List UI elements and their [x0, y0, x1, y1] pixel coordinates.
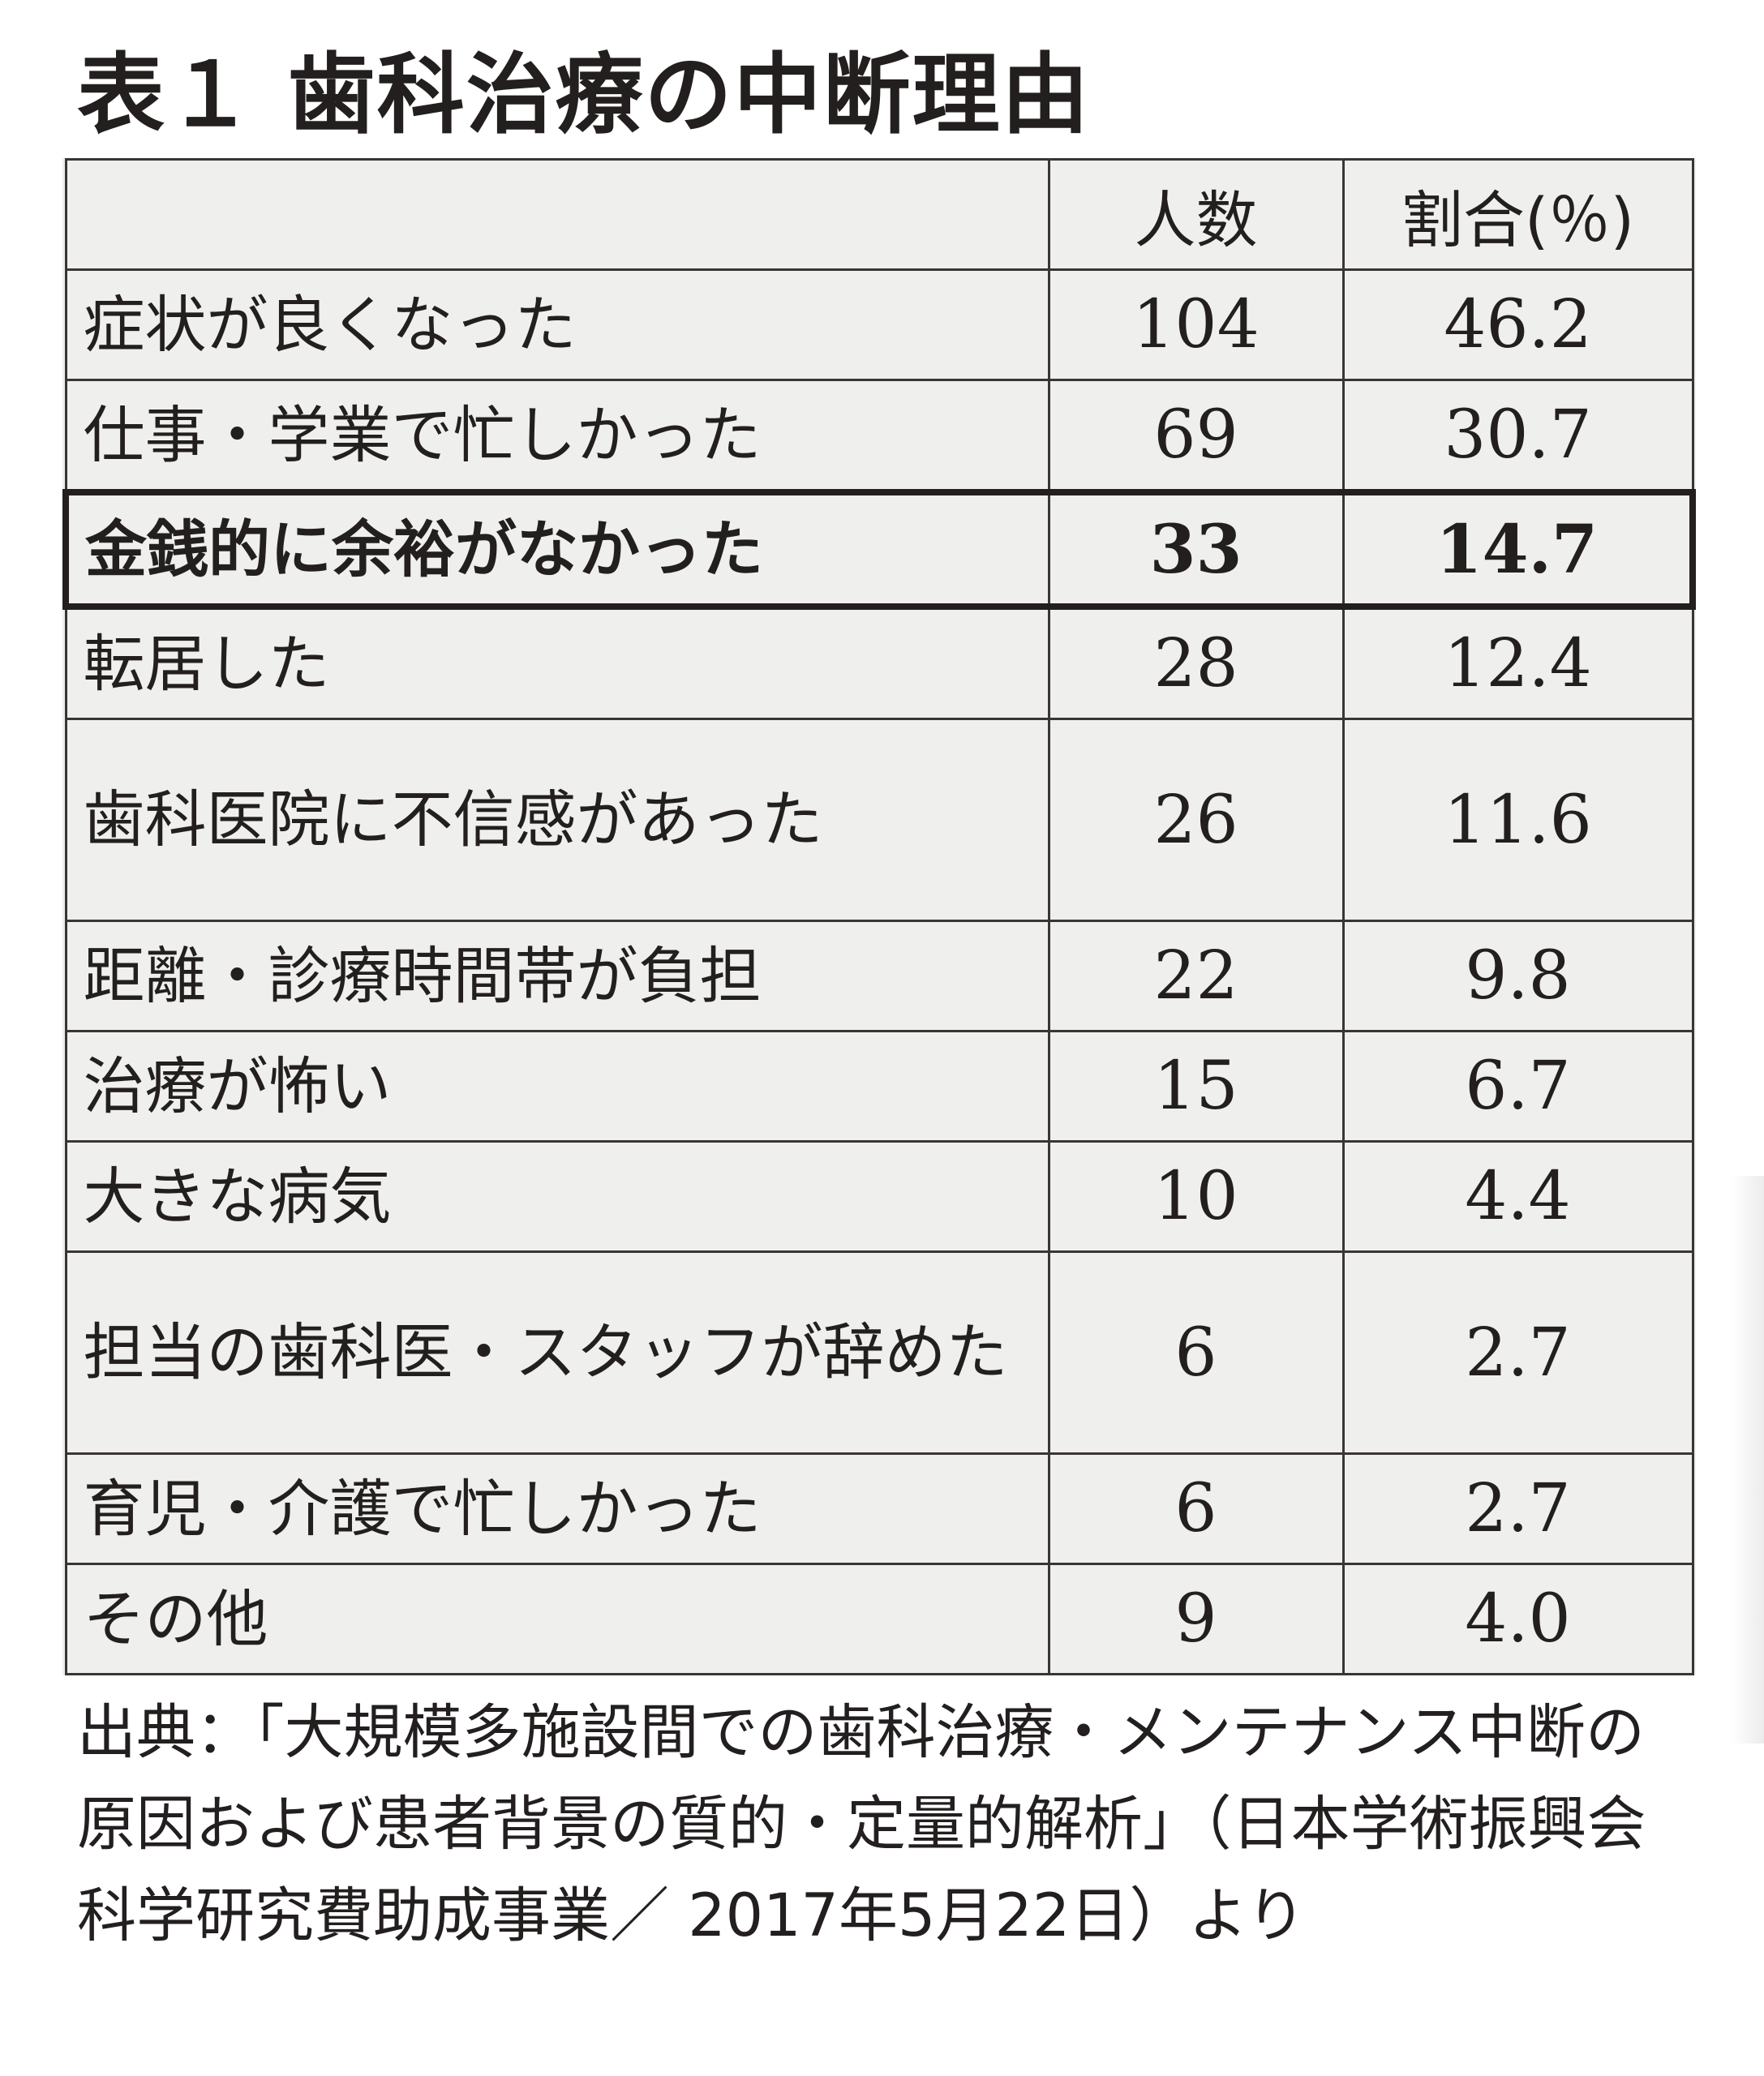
source-note: 出典：「大規模多施設間での歯科治療・メンテナンス中断の原因および患者背景の質的・… — [77, 1698, 1646, 1950]
table-row: 仕事・学業で忙しかった 69 30.7 — [64, 379, 1694, 494]
percent-cell: 4.0 — [1341, 1563, 1694, 1675]
count-cell: 104 — [1047, 268, 1345, 381]
reason-table: 人数 割合(％) 症状が良くなった 104 46.2 仕事・学業で忙しかった 6… — [62, 158, 1696, 1675]
reason-cell: 距離・診療時間帯が負担 — [64, 920, 1050, 1032]
table-row: 育児・介護で忙しかった 6 2.7 — [64, 1452, 1694, 1565]
count-cell: 33 — [1047, 489, 1345, 610]
reason-cell: 症状が良くなった — [64, 268, 1050, 381]
reason-cell: その他 — [64, 1563, 1050, 1675]
count-cell: 26 — [1047, 718, 1345, 922]
count-cell: 6 — [1047, 1250, 1345, 1455]
count-cell: 15 — [1047, 1030, 1345, 1143]
percent-cell: 6.7 — [1341, 1030, 1694, 1143]
percent-cell: 30.7 — [1341, 379, 1694, 494]
reason-cell: 仕事・学業で忙しかった — [64, 379, 1050, 494]
table-row: 距離・診療時間帯が負担 22 9.8 — [64, 920, 1694, 1032]
table-row: 症状が良くなった 104 46.2 — [64, 268, 1694, 381]
table-header-row: 人数 割合(％) — [64, 158, 1694, 271]
count-cell: 28 — [1047, 605, 1345, 720]
page-edge-shadow — [1732, 1176, 1764, 1744]
table-row-highlighted: 金銭的に余裕がなかった 33 14.7 — [62, 489, 1696, 610]
percent-cell: 11.6 — [1341, 718, 1694, 922]
table-row: その他 9 4.0 — [64, 1563, 1694, 1675]
percent-cell: 4.4 — [1341, 1140, 1694, 1253]
reason-cell: 治療が怖い — [64, 1030, 1050, 1143]
percent-cell: 14.7 — [1341, 489, 1696, 610]
table-title: 表１ 歯科治療の中断理由 — [77, 45, 1091, 146]
reason-cell: 大きな病気 — [64, 1140, 1050, 1253]
table-row: 転居した 28 12.4 — [64, 605, 1694, 720]
header-reason — [64, 158, 1050, 271]
table-row: 担当の歯科医・スタッフが辞めた 6 2.7 — [64, 1250, 1694, 1455]
count-cell: 6 — [1047, 1452, 1345, 1565]
header-count: 人数 — [1047, 158, 1345, 271]
reason-cell: 歯科医院に不信感があった — [64, 718, 1050, 922]
percent-cell: 9.8 — [1341, 920, 1694, 1032]
percent-cell: 12.4 — [1341, 605, 1694, 720]
reason-cell: 金銭的に余裕がなかった — [62, 489, 1050, 610]
count-cell: 9 — [1047, 1563, 1345, 1675]
table-row: 治療が怖い 15 6.7 — [64, 1030, 1694, 1143]
percent-cell: 46.2 — [1341, 268, 1694, 381]
percent-cell: 2.7 — [1341, 1452, 1694, 1565]
reason-cell: 育児・介護で忙しかった — [64, 1452, 1050, 1565]
reason-cell: 転居した — [64, 605, 1050, 720]
table-row: 大きな病気 10 4.4 — [64, 1140, 1694, 1253]
table-row: 歯科医院に不信感があった 26 11.6 — [64, 718, 1694, 922]
count-cell: 69 — [1047, 379, 1345, 494]
percent-cell: 2.7 — [1341, 1250, 1694, 1455]
count-cell: 10 — [1047, 1140, 1345, 1253]
count-cell: 22 — [1047, 920, 1345, 1032]
reason-cell: 担当の歯科医・スタッフが辞めた — [64, 1250, 1050, 1455]
header-percent: 割合(％) — [1341, 158, 1694, 271]
